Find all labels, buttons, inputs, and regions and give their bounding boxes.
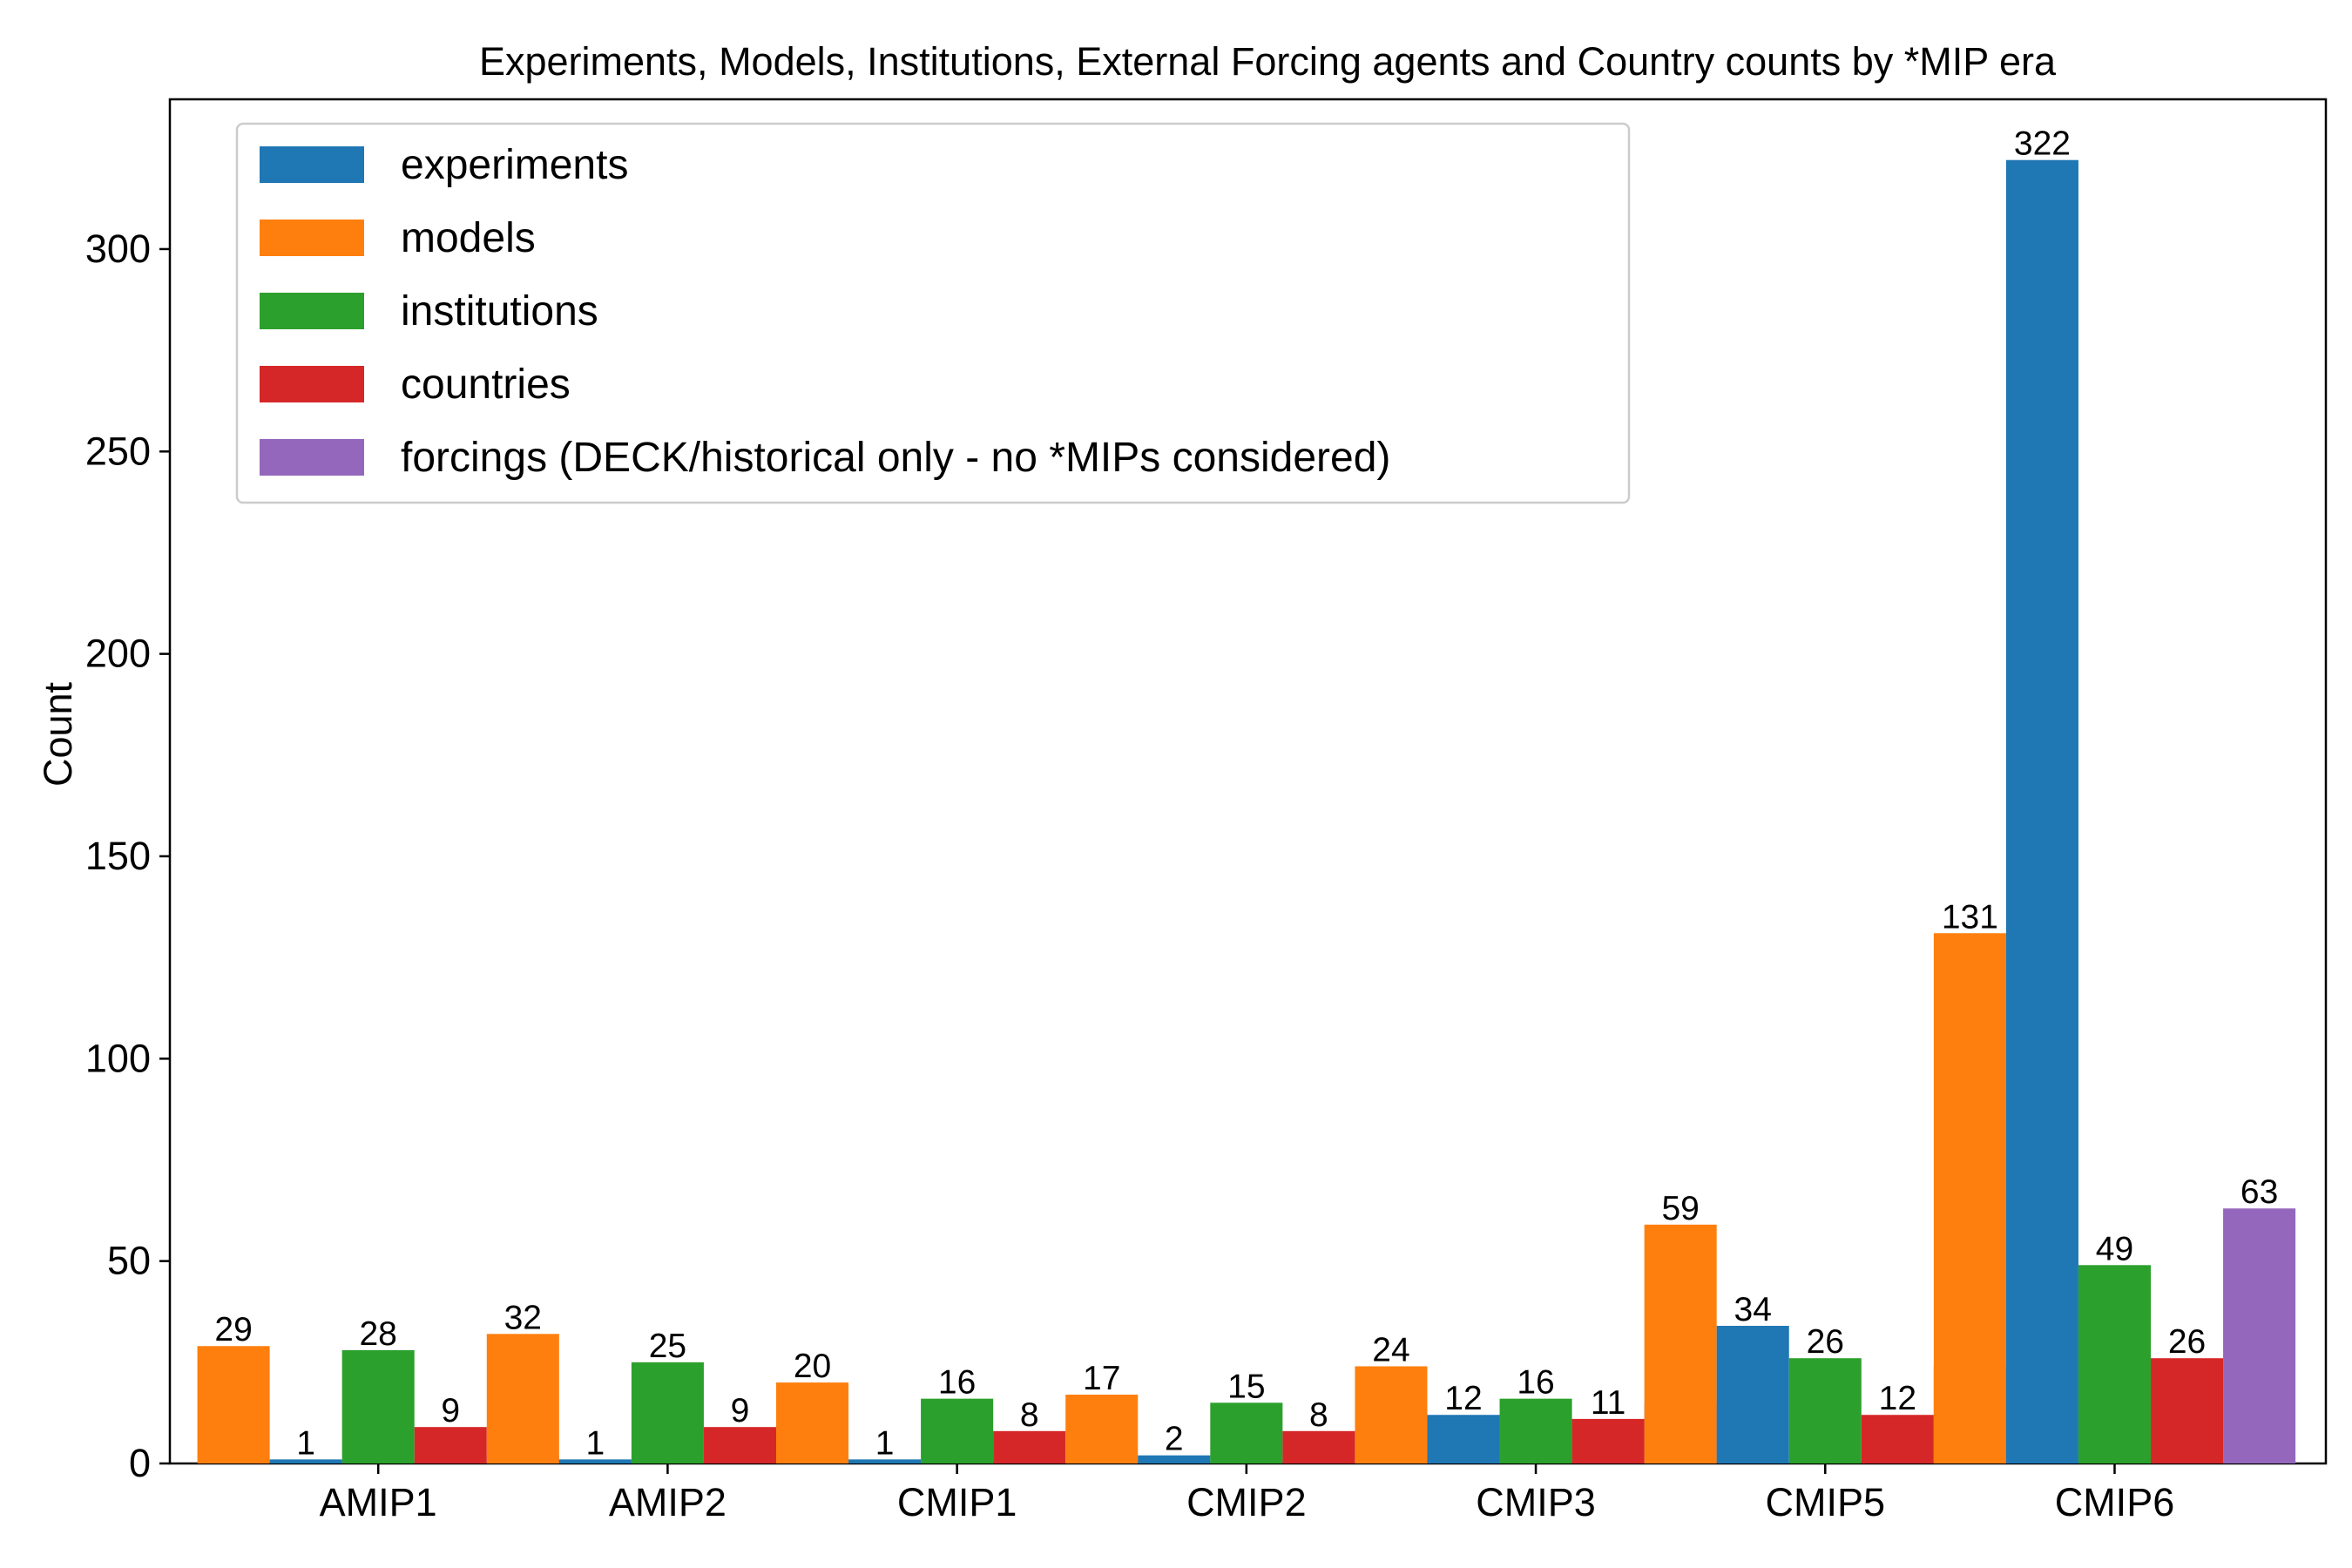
bar (2078, 1265, 2152, 1463)
bar-value-label: 26 (2168, 1323, 2206, 1361)
x-tick-label: CMIP5 (1766, 1480, 1886, 1524)
bar (921, 1398, 994, 1463)
y-axis-label: Count (36, 681, 80, 787)
y-tick-label: 250 (85, 429, 151, 473)
bar-value-label: 63 (2240, 1173, 2278, 1211)
bar (1355, 1366, 1428, 1463)
bar (1427, 1415, 1500, 1463)
bar (197, 1346, 270, 1463)
bar-value-label: 26 (1807, 1323, 1844, 1361)
x-tick-label: CMIP6 (2055, 1480, 2175, 1524)
y-tick-label: 0 (129, 1441, 151, 1485)
bar (1065, 1395, 1139, 1463)
legend-label: countries (401, 362, 571, 408)
bar (1571, 1418, 1645, 1463)
bar-value-label: 28 (359, 1315, 396, 1353)
bar-value-label: 131 (1942, 898, 1998, 936)
legend: experiments models institutions countries fo… (235, 122, 1631, 504)
bar (703, 1427, 776, 1463)
bar-value-label: 11 (1591, 1384, 1626, 1422)
bar-value-label: 20 (794, 1348, 831, 1385)
bar-value-label: 16 (938, 1364, 976, 1402)
bar (1861, 1415, 1934, 1463)
bar (1788, 1358, 1862, 1463)
legend-swatch (260, 293, 364, 329)
legend-swatch (260, 146, 364, 183)
bar (775, 1382, 849, 1463)
legend-swatch (260, 366, 364, 402)
legend-label: forcings (DECK/historical only - no *MIP… (401, 435, 1390, 481)
bar-value-label: 59 (1661, 1190, 1699, 1227)
bar (341, 1349, 415, 1463)
bar (1210, 1402, 1283, 1463)
x-tick-label: CMIP2 (1186, 1480, 1307, 1524)
bar (1138, 1455, 1211, 1463)
bar-value-label: 8 (1309, 1396, 1328, 1434)
x-tick-label: AMIP1 (320, 1480, 437, 1524)
bar-value-label: 25 (649, 1328, 686, 1365)
y-tick-label: 50 (107, 1239, 151, 1283)
bar-value-label: 9 (731, 1392, 750, 1429)
bar-value-label: 322 (2014, 125, 2071, 163)
x-tick-label: CMIP1 (897, 1480, 1017, 1524)
bar (848, 1459, 922, 1463)
bar-value-label: 9 (441, 1392, 460, 1429)
bar-value-label: 1 (875, 1424, 895, 1462)
bar (486, 1334, 559, 1463)
bar (414, 1427, 487, 1463)
y-tick-label: 150 (85, 834, 151, 878)
bar (558, 1459, 632, 1463)
bar (2223, 1208, 2296, 1463)
legend-label: institutions (401, 288, 598, 335)
legend-frame (235, 122, 1631, 504)
bar-value-label: 34 (1734, 1291, 1772, 1328)
legend-label: models (401, 215, 536, 261)
y-tick-label: 300 (85, 226, 151, 271)
bar-value-label: 2 (1165, 1421, 1184, 1458)
bar (1644, 1224, 1717, 1463)
bar-value-label: 1 (296, 1424, 315, 1462)
bar (631, 1362, 704, 1463)
bar (269, 1459, 342, 1463)
y-tick-label: 200 (85, 632, 151, 676)
bar (2151, 1358, 2224, 1463)
bar-value-label: 24 (1372, 1331, 1409, 1369)
bar (1933, 933, 2006, 1463)
bar (2005, 159, 2078, 1464)
bar-value-label: 12 (1444, 1380, 1482, 1417)
bar-value-label: 32 (504, 1299, 542, 1336)
x-tick-label: AMIP2 (609, 1480, 727, 1524)
bar-value-label: 12 (1879, 1380, 1916, 1417)
plot-area: 050100150200250300AMIP12912892AMIP232125… (85, 98, 2328, 1524)
legend-swatch (260, 439, 364, 476)
bar (1282, 1430, 1355, 1463)
legend-label: experiments (401, 142, 628, 188)
x-tick-label: CMIP3 (1476, 1480, 1596, 1524)
bar-value-label: 17 (1083, 1360, 1120, 1397)
y-tick-label: 100 (85, 1036, 151, 1080)
chart-title: Experiments, Models, Institutions, Exter… (479, 39, 2057, 84)
bar (1716, 1326, 1789, 1463)
bar-value-label: 8 (1020, 1396, 1039, 1434)
bar (1499, 1398, 1572, 1463)
bar-value-label: 29 (214, 1311, 252, 1348)
bar-value-label: 1 (586, 1424, 605, 1462)
bar (993, 1430, 1066, 1463)
bar-value-label: 15 (1227, 1368, 1265, 1405)
bar-value-label: 49 (2096, 1230, 2133, 1267)
legend-swatch (260, 220, 364, 256)
bar-value-label: 16 (1517, 1364, 1554, 1402)
